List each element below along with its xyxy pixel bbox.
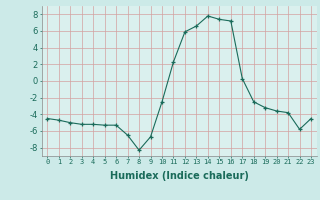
X-axis label: Humidex (Indice chaleur): Humidex (Indice chaleur) <box>110 171 249 181</box>
